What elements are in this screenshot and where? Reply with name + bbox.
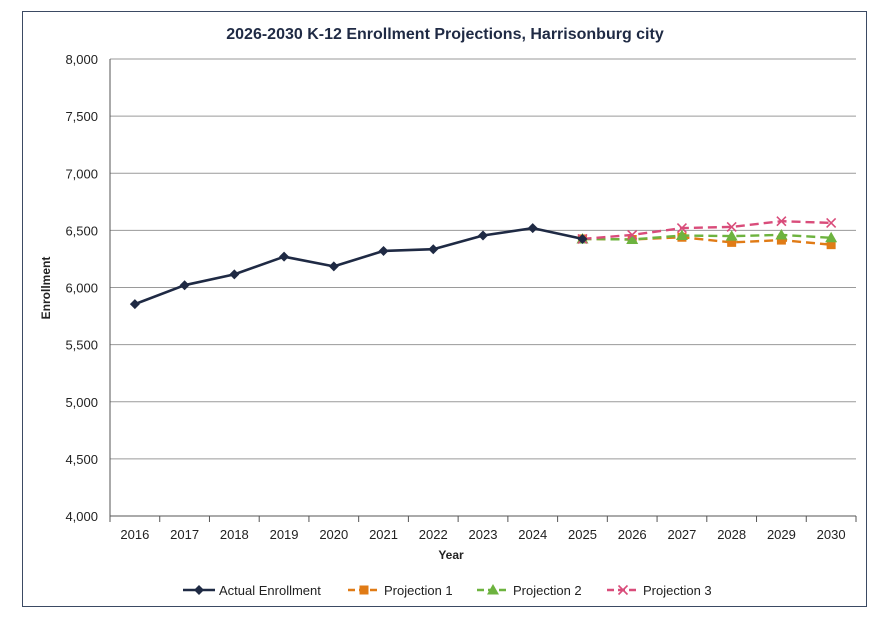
data-point-projection-1 bbox=[776, 235, 786, 245]
data-point-projection-3 bbox=[676, 223, 687, 234]
series-projection-3 bbox=[577, 216, 837, 245]
x-tick-label: 2024 bbox=[518, 527, 547, 542]
y-tick-label: 7,500 bbox=[65, 109, 98, 124]
y-axis-label: Enrollment bbox=[39, 257, 53, 320]
x-tick-label: 2016 bbox=[120, 527, 149, 542]
data-point-projection-3 bbox=[776, 216, 787, 227]
legend-label: Projection 2 bbox=[513, 583, 582, 598]
legend: Actual Enrollment Projection 1 Projection … bbox=[183, 583, 712, 598]
data-point-projection-3 bbox=[627, 229, 638, 241]
y-tick-label: 6,000 bbox=[65, 281, 98, 296]
y-tick-label: 8,000 bbox=[65, 52, 98, 67]
x-axis-label: Year bbox=[438, 548, 464, 562]
data-point-projection-1 bbox=[826, 240, 836, 250]
data-point-actual-enrollment bbox=[527, 223, 538, 234]
y-tick-label: 7,000 bbox=[65, 166, 98, 181]
data-point-actual-enrollment bbox=[179, 280, 190, 291]
chart-title: 2026-2030 K-12 Enrollment Projections, H… bbox=[226, 26, 664, 43]
legend-item-projection-1: Projection 1 bbox=[348, 583, 453, 598]
x-tick-label: 2026 bbox=[618, 527, 647, 542]
y-tick-label: 5,000 bbox=[65, 395, 98, 410]
x-tick-label: 2028 bbox=[717, 527, 746, 542]
legend-marker bbox=[487, 584, 499, 595]
data-point-projection-2 bbox=[825, 231, 838, 243]
data-point-actual-enrollment bbox=[378, 245, 389, 256]
x-tick-label: 2029 bbox=[767, 527, 796, 542]
legend-label: Projection 1 bbox=[384, 583, 453, 598]
x-tick-label: 2025 bbox=[568, 527, 597, 542]
data-point-projection-2 bbox=[775, 228, 788, 240]
legend-marker bbox=[359, 585, 369, 595]
x-tick-label: 2019 bbox=[270, 527, 299, 542]
data-point-projection-2 bbox=[626, 233, 639, 245]
data-point-projection-1 bbox=[727, 237, 737, 247]
legend-label: Actual Enrollment bbox=[219, 583, 321, 598]
legend-marker bbox=[194, 585, 204, 595]
data-point-projection-2 bbox=[725, 230, 738, 241]
x-tick-label: 2020 bbox=[319, 527, 348, 542]
y-tick-label: 5,500 bbox=[65, 338, 98, 353]
data-point-actual-enrollment bbox=[328, 261, 339, 272]
data-point-actual-enrollment bbox=[428, 244, 439, 255]
data-point-projection-3 bbox=[826, 217, 837, 229]
line-chart: 2026-2030 K-12 Enrollment Projections, H… bbox=[39, 26, 857, 598]
x-tick-labels: 2016 2017 2018 2019 2020 2021 2022 2023 2024 2025… bbox=[120, 527, 845, 542]
y-tick-labels: 4,000 4,500 5,000 5,500 6,000 6,500 7,000 7,500… bbox=[65, 52, 98, 524]
data-point-actual-enrollment bbox=[129, 299, 140, 310]
series-layer bbox=[129, 216, 838, 310]
legend-item-projection-2: Projection 2 bbox=[477, 583, 582, 598]
x-tick-label: 2017 bbox=[170, 527, 199, 542]
y-tick-label: 4,500 bbox=[65, 452, 98, 467]
series-line-actual-enrollment bbox=[134, 226, 583, 306]
legend-label: Projection 3 bbox=[643, 583, 712, 598]
y-tick-label: 4,000 bbox=[65, 509, 98, 524]
series-actual-enrollment bbox=[129, 223, 588, 310]
series-line-projection-2 bbox=[582, 233, 832, 241]
x-tick-label: 2023 bbox=[469, 527, 498, 542]
x-tick-label: 2030 bbox=[817, 527, 846, 542]
x-tick-label: 2018 bbox=[220, 527, 249, 542]
chart-frame: 2026-2030 K-12 Enrollment Projections, H… bbox=[22, 11, 867, 607]
x-tick-label: 2022 bbox=[419, 527, 448, 542]
series-line-projection-1 bbox=[582, 236, 832, 246]
x-tick-label: 2027 bbox=[667, 527, 696, 542]
legend-item-projection-3: Projection 3 bbox=[607, 583, 712, 598]
legend-marker bbox=[617, 584, 629, 596]
legend-item-actual-enrollment: Actual Enrollment bbox=[183, 583, 321, 598]
y-tick-label: 6,500 bbox=[65, 223, 98, 238]
data-point-actual-enrollment bbox=[229, 269, 240, 280]
data-point-actual-enrollment bbox=[478, 230, 488, 241]
gridlines bbox=[109, 58, 857, 522]
data-point-actual-enrollment bbox=[279, 251, 290, 262]
x-tick-label: 2021 bbox=[369, 527, 398, 542]
data-point-actual-enrollment bbox=[577, 233, 588, 244]
data-point-projection-3 bbox=[726, 221, 737, 233]
data-point-projection-2 bbox=[675, 229, 688, 241]
